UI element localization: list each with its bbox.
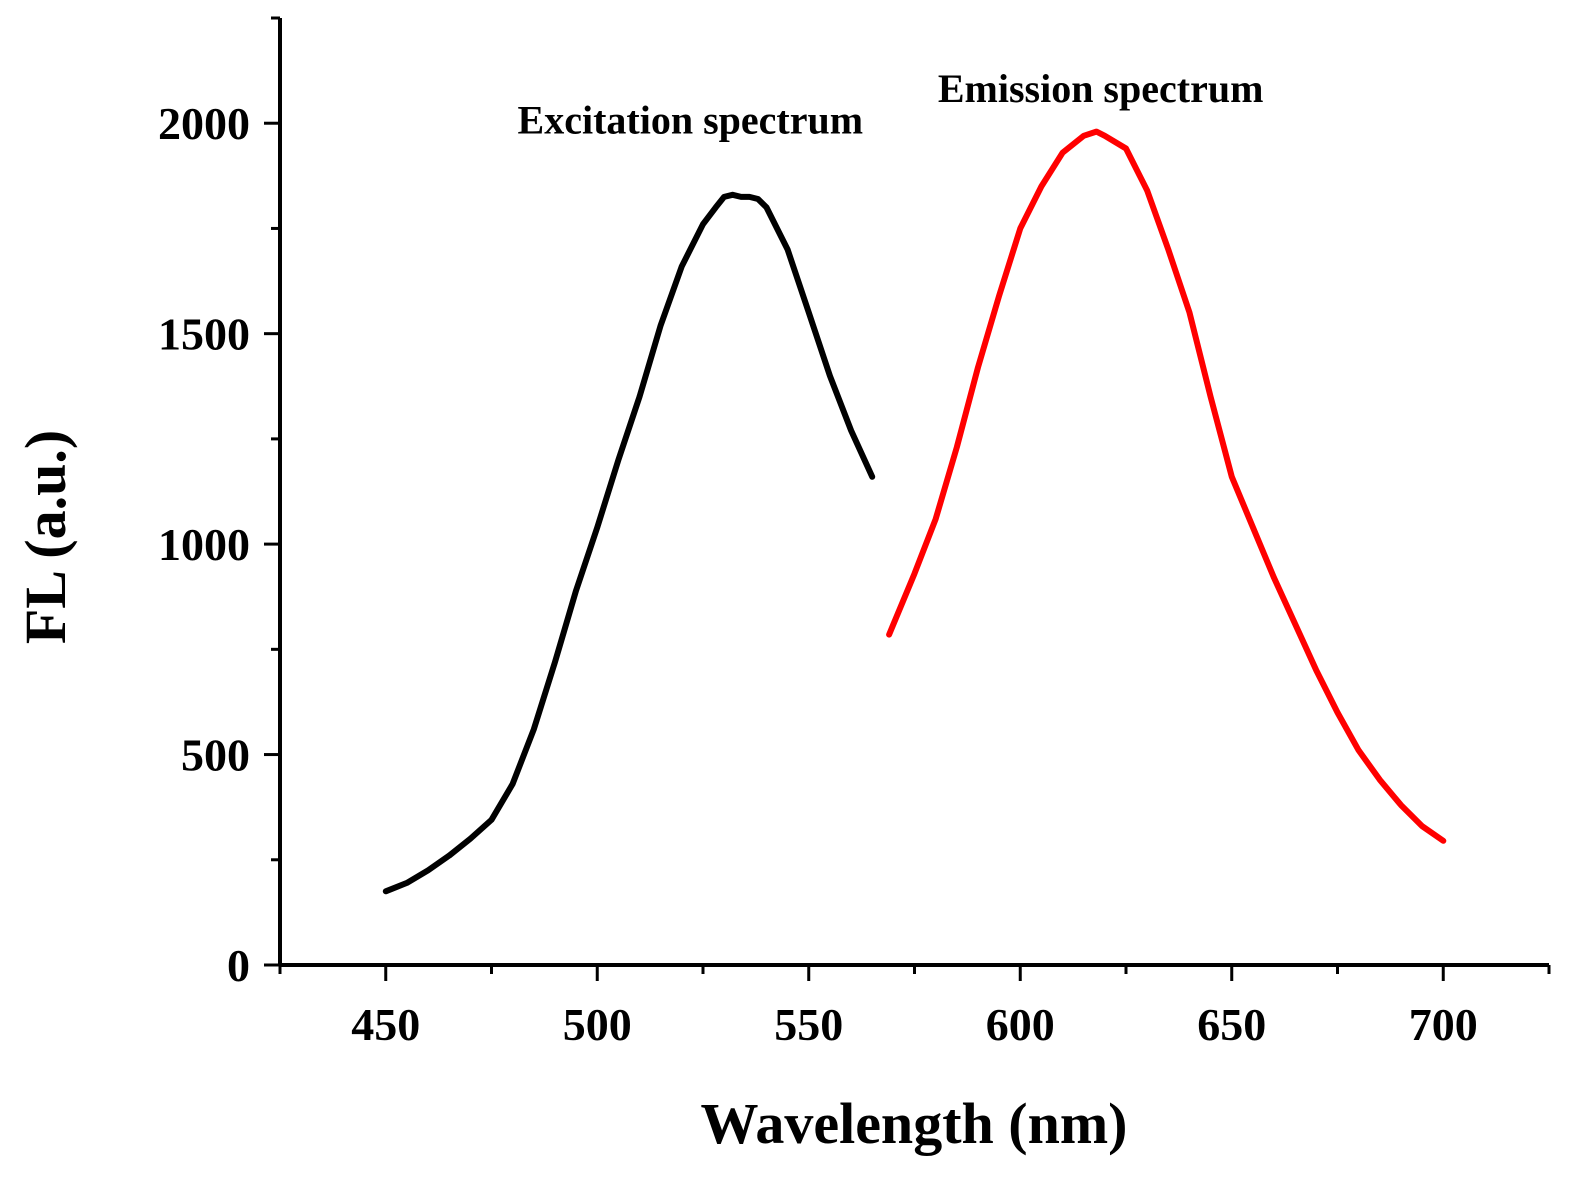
axes xyxy=(278,18,1549,967)
emission-spectrum-line xyxy=(886,128,1447,844)
x-tick-label: 700 xyxy=(1409,999,1478,1050)
emission-spectrum-annotation: Emission spectrum xyxy=(938,66,1264,111)
ticks xyxy=(264,16,1551,981)
x-tick-label: 500 xyxy=(563,999,632,1050)
y-tick-label: 2000 xyxy=(158,98,250,149)
y-tick-label: 500 xyxy=(181,730,250,781)
tick-labels: 450 500 550 600 650 700 0 500 1000 1500 2000 xyxy=(158,98,1478,1050)
series-layer xyxy=(382,128,1447,895)
y-tick-label: 1000 xyxy=(158,519,250,570)
x-tick-label: 550 xyxy=(774,999,843,1050)
y-tick-label: 0 xyxy=(227,940,250,991)
excitation-spectrum-line xyxy=(382,191,876,895)
annotations: Excitation spectrum Emission spectrum xyxy=(518,66,1264,143)
x-tick-label: 600 xyxy=(986,999,1055,1050)
x-tick-label: 450 xyxy=(351,999,420,1050)
excitation-spectrum-annotation: Excitation spectrum xyxy=(518,98,864,143)
x-tick-label: 650 xyxy=(1197,999,1266,1050)
y-tick-label: 1500 xyxy=(158,309,250,360)
x-axis-title: Wavelength (nm) xyxy=(701,1091,1128,1156)
y-axis-title: FL (a.u.) xyxy=(13,430,78,644)
